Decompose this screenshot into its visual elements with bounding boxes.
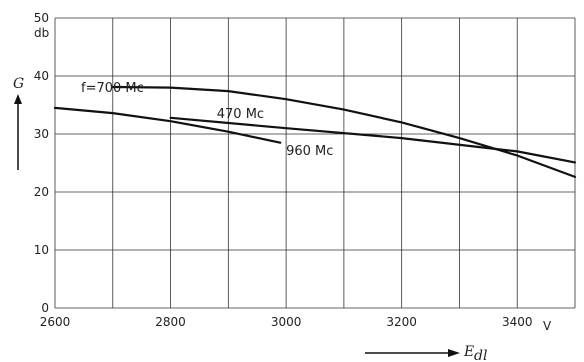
series-label-3: 960 Mc bbox=[286, 144, 333, 159]
x-tick-label: 2800 bbox=[155, 315, 186, 329]
tick-labels: 2600 2800 3000 3200 3400 0 10 20 30 40 50 bbox=[34, 11, 533, 329]
grid bbox=[54, 17, 576, 309]
y-tick-label: 30 bbox=[34, 127, 49, 141]
series-lines bbox=[53, 85, 577, 178]
y-tick-label: 50 bbox=[34, 11, 49, 25]
series-label-2: 470 Mc bbox=[217, 107, 264, 122]
series-line-3 bbox=[53, 106, 282, 144]
y-tick-label: 0 bbox=[41, 301, 49, 315]
y-tick-label: 40 bbox=[34, 69, 49, 83]
y-axis-arrow-icon bbox=[14, 94, 22, 104]
svg-text:E: E bbox=[463, 344, 474, 360]
x-tick-label: 3400 bbox=[502, 315, 533, 329]
y-unit-label: db bbox=[34, 26, 49, 40]
y-tick-label: 10 bbox=[34, 243, 49, 257]
y-tick-label: 20 bbox=[34, 185, 49, 199]
x-axis-arrow-icon bbox=[448, 349, 460, 357]
y-axis-title: G bbox=[13, 76, 24, 170]
svg-text:G: G bbox=[13, 76, 24, 92]
series-label-1: f=700 Mc bbox=[81, 81, 144, 96]
x-tick-label: 3000 bbox=[271, 315, 302, 329]
series-labels: f=700 Mc 470 Mc 960 Mc bbox=[81, 81, 333, 159]
x-axis-title: E dl bbox=[365, 344, 487, 362]
x-tick-label: 2600 bbox=[40, 315, 71, 329]
svg-text:dl: dl bbox=[474, 348, 487, 362]
x-unit-label: V bbox=[543, 319, 552, 333]
x-tick-label: 3200 bbox=[386, 315, 417, 329]
series-line-2 bbox=[169, 116, 577, 164]
